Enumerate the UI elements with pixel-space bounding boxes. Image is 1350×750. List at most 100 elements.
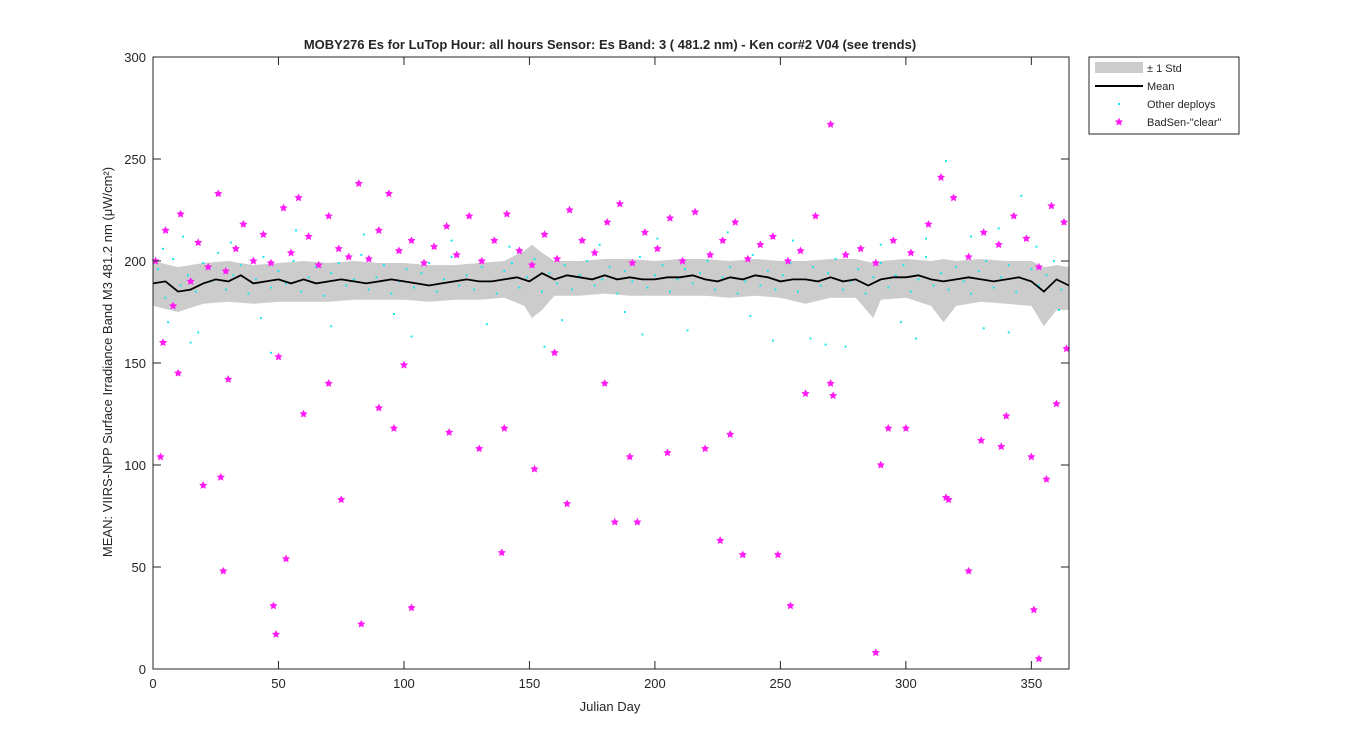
- other-deploys-point: [766, 270, 769, 273]
- other-deploys-point: [239, 264, 242, 267]
- badsen-clear-point: [174, 368, 183, 377]
- other-deploys-point: [262, 255, 265, 258]
- badsen-clear-point: [249, 256, 258, 265]
- badsen-clear-point: [756, 240, 765, 249]
- badsen-clear-point: [1059, 217, 1069, 226]
- y-tick-label: 0: [139, 662, 146, 677]
- badsen-clear-point: [286, 248, 296, 257]
- other-deploys-point: [879, 262, 882, 264]
- badsen-clear-point: [1027, 452, 1036, 461]
- other-deploys-point: [686, 329, 689, 332]
- other-deploys-point: [593, 284, 596, 287]
- other-deploys-point: [608, 266, 611, 269]
- other-deploys-point: [1000, 276, 1003, 279]
- other-deploys-point: [503, 270, 506, 273]
- x-tick-label: 300: [895, 676, 917, 691]
- badsen-clear-point: [979, 228, 988, 236]
- badsen-clear-point: [214, 189, 223, 198]
- mean-line: [152, 272, 1070, 293]
- other-deploys-point: [345, 284, 348, 287]
- other-deploys-point: [300, 290, 303, 293]
- other-deploys-point: [420, 272, 423, 275]
- other-deploys-point: [729, 266, 732, 269]
- other-deploys-point: [189, 341, 192, 344]
- other-deploys-point: [217, 251, 220, 254]
- other-deploys-point: [194, 290, 197, 293]
- other-deploys-point: [202, 262, 205, 264]
- badsen-clear-point: [565, 205, 574, 214]
- other-deploys-point: [616, 292, 619, 295]
- other-deploys-point: [1058, 309, 1060, 311]
- y-tick-label: 50: [132, 560, 146, 575]
- other-deploys-point: [224, 288, 227, 291]
- other-deploys-point: [428, 262, 431, 264]
- other-deploys-point: [473, 288, 476, 291]
- badsen-clear-point: [445, 428, 454, 436]
- badsen-clear-point: [419, 258, 429, 267]
- plot-area: [151, 57, 1071, 669]
- legend-other-swatch: [1118, 103, 1120, 105]
- legend-label-other: Other deploys: [1147, 99, 1216, 111]
- other-deploys-point: [844, 345, 847, 348]
- badsen-clear-point: [726, 430, 735, 438]
- other-deploys-point: [638, 255, 641, 258]
- badsen-clear-point: [224, 375, 233, 383]
- other-deploys-point: [548, 272, 551, 275]
- badsen-clear-point: [829, 391, 838, 400]
- other-deploys-point: [947, 288, 950, 291]
- badsen-clear-point: [786, 601, 795, 610]
- badsen-clear-point: [1002, 411, 1011, 420]
- badsen-clear-point: [773, 550, 782, 559]
- badsen-clear-point: [384, 189, 393, 198]
- badsen-clear-point: [690, 207, 700, 216]
- other-deploys-point: [669, 290, 671, 293]
- other-deploys-point: [405, 268, 408, 271]
- std-band: [153, 244, 1069, 327]
- badsen-clear-point: [357, 619, 366, 628]
- badsen-clear-point: [640, 228, 649, 236]
- other-deploys-point: [601, 278, 604, 281]
- badsen-clear-point: [738, 550, 747, 559]
- x-tick-label: 200: [644, 676, 666, 691]
- badsen-clear-point: [871, 648, 880, 657]
- x-tick-label: 250: [770, 676, 792, 691]
- x-tick-label: 100: [393, 676, 415, 691]
- badsen-clear-point: [884, 424, 893, 432]
- other-deploys-point: [774, 288, 777, 291]
- other-deploys-point: [495, 292, 498, 295]
- badsen-clear-point: [337, 495, 346, 504]
- badsen-clear-point: [944, 495, 953, 504]
- other-deploys-point: [827, 272, 830, 275]
- other-deploys-point: [360, 253, 363, 256]
- other-deploys-point: [322, 294, 325, 297]
- badsen-clear-point: [1022, 234, 1031, 243]
- other-deploys-point: [450, 255, 453, 258]
- badsen-clear-point: [901, 424, 910, 432]
- badsen-clear-point: [906, 248, 915, 257]
- badsen-clear-point: [324, 211, 333, 220]
- badsen-clear-point: [299, 409, 308, 418]
- other-deploys-point: [1052, 260, 1055, 262]
- other-deploys-point: [864, 292, 867, 295]
- badsen-clear-point: [274, 352, 283, 361]
- other-deploys-point: [410, 335, 413, 338]
- badsen-clear-point: [590, 248, 599, 257]
- badsen-clear-point: [269, 601, 278, 610]
- x-axis-label: Julian Day: [580, 699, 641, 714]
- badsen-clear-point: [997, 442, 1006, 451]
- x-tick-label: 50: [271, 676, 285, 691]
- other-deploys-point: [791, 239, 794, 242]
- other-deploys-point: [259, 317, 262, 320]
- badsen-clear-point: [527, 260, 537, 269]
- badsen-clear-point: [552, 254, 562, 263]
- other-deploys-point: [646, 286, 649, 289]
- other-deploys-point: [229, 241, 232, 244]
- other-deploys-point: [834, 258, 837, 260]
- other-deploys-point: [413, 286, 415, 289]
- other-deploys-point: [962, 280, 965, 283]
- other-deploys-point: [367, 288, 370, 291]
- other-deploys-point: [510, 262, 513, 264]
- badsen-clear-point: [610, 517, 619, 526]
- other-deploys-point: [759, 284, 762, 287]
- badsen-clear-point: [994, 240, 1003, 249]
